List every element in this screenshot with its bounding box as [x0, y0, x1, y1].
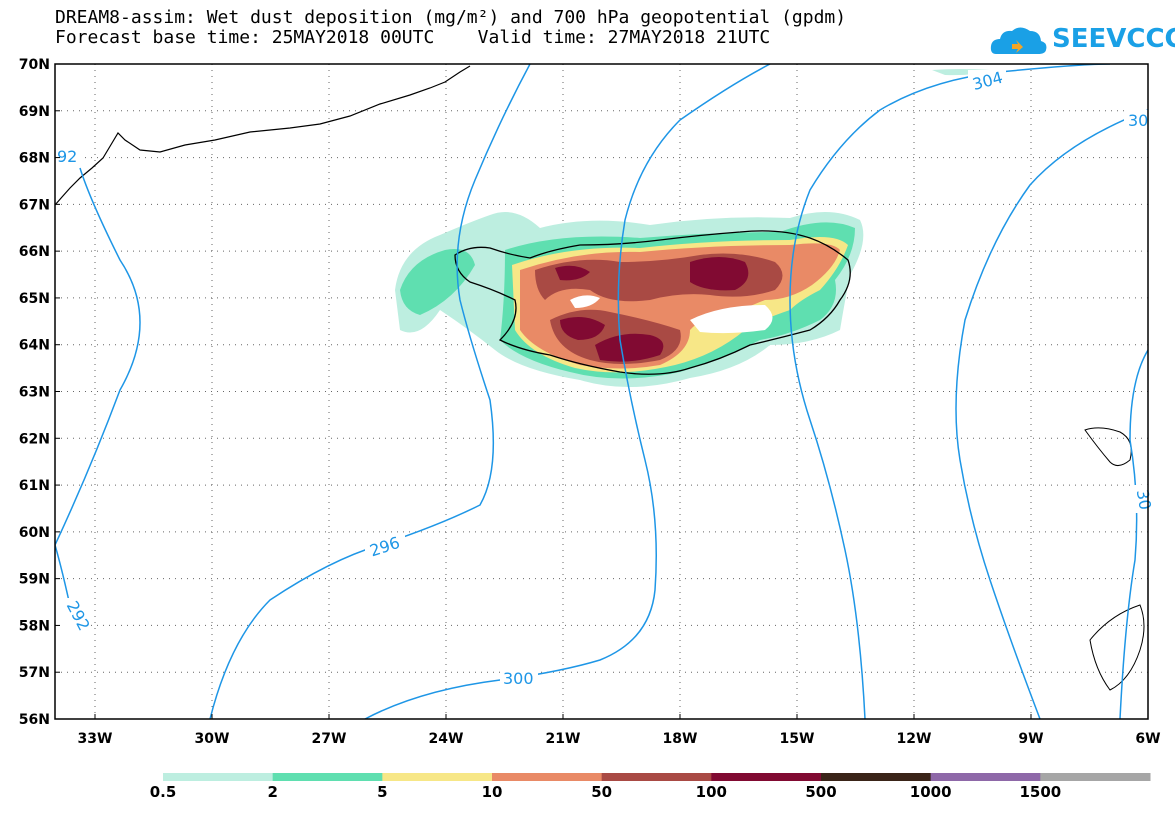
- colorbar-swatch: [382, 773, 493, 781]
- contour-labels: 304 30 92 296 292 300 30: [56, 68, 1155, 688]
- lon-label: 27W: [312, 731, 347, 747]
- cloud-logo-icon: [990, 27, 1047, 54]
- contour-label: 92: [57, 147, 77, 166]
- colorbar-label: 10: [481, 783, 503, 801]
- lon-label: 33W: [78, 731, 113, 747]
- lat-label: 63N: [19, 385, 50, 401]
- axis-ticks: [55, 63, 1149, 720]
- lon-label: 21W: [546, 731, 581, 747]
- dust-deposition-field: [55, 65, 1145, 691]
- lon-label: 15W: [780, 731, 815, 747]
- lon-label: 12W: [897, 731, 932, 747]
- lat-label: 69N: [19, 104, 50, 120]
- colorbar-label: 5: [377, 783, 388, 801]
- contour-label: 30: [1133, 488, 1155, 511]
- colorbar-swatch: [163, 773, 274, 781]
- colorbar-label: 0.5: [149, 783, 177, 801]
- colorbar-swatch: [601, 773, 712, 781]
- contour-label: 30: [1128, 111, 1148, 130]
- contour-label: 300: [503, 669, 534, 688]
- lon-label: 24W: [429, 731, 464, 747]
- lon-label: 6W: [1135, 731, 1160, 747]
- colorbar: [163, 773, 1151, 781]
- lat-label: 58N: [19, 618, 50, 634]
- iceland-coastline: [454, 230, 851, 375]
- colorbar-label: 1500: [1019, 783, 1062, 801]
- colorbar-label: 1000: [909, 783, 952, 801]
- lat-label: 59N: [19, 572, 50, 588]
- lat-label: 57N: [19, 665, 50, 681]
- greenland-coastline: [55, 65, 471, 206]
- lat-label: 68N: [19, 151, 50, 167]
- map-title: DREAM8-assim: Wet dust deposition (mg/m²…: [55, 7, 847, 28]
- lat-label: 65N: [19, 291, 50, 307]
- lon-label: 9W: [1018, 731, 1043, 747]
- lon-label: 18W: [663, 731, 698, 747]
- colorbar-swatch: [930, 773, 1041, 781]
- colorbar-label: 50: [591, 783, 613, 801]
- lat-label: 70N: [19, 57, 50, 73]
- lat-label: 60N: [19, 525, 50, 541]
- colorbar-swatch: [711, 773, 822, 781]
- colorbar-label: 2: [267, 783, 278, 801]
- lon-label: 30W: [195, 731, 230, 747]
- colorbar-label: 500: [805, 783, 837, 801]
- lat-label: 64N: [19, 338, 50, 354]
- colorbar-swatch: [272, 773, 383, 781]
- colorbar-swatch: [492, 773, 603, 781]
- lat-label: 56N: [19, 712, 50, 728]
- lat-label: 62N: [19, 431, 50, 447]
- colorbar-label: 100: [695, 783, 727, 801]
- latitude-labels: 70N 69N 68N 67N 66N 65N 64N 63N 62N 61N 60N 59N 58N 5…: [19, 57, 50, 728]
- lat-label: 61N: [19, 478, 50, 494]
- colorbar-swatch: [821, 773, 932, 781]
- colorbar-swatch: [1040, 773, 1151, 781]
- lat-label: 67N: [19, 197, 50, 213]
- longitude-labels: 33W 30W 27W 24W 21W 18W 15W 12W 9W 6W: [78, 731, 1161, 747]
- forecast-times: Forecast base time: 25MAY2018 00UTC Vali…: [55, 27, 771, 48]
- map-gridlines: [55, 64, 1148, 719]
- lat-label: 66N: [19, 244, 50, 260]
- logo-text: SEEVCCC: [1052, 24, 1175, 54]
